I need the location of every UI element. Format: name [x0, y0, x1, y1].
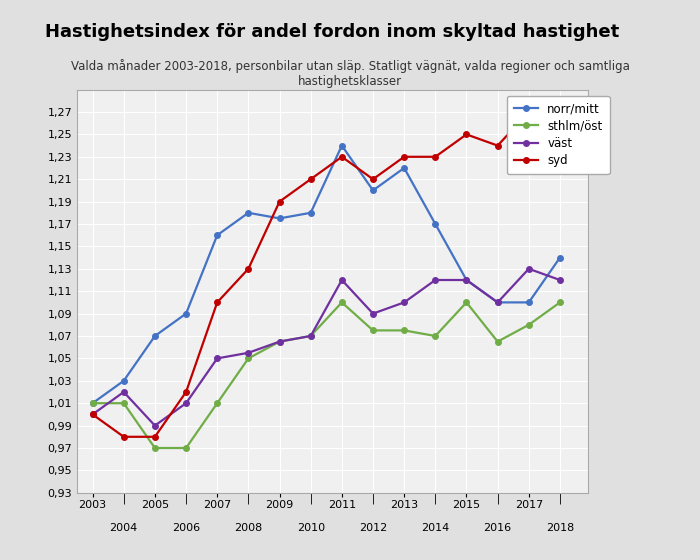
- norr/mitt: [524, 299, 533, 306]
- syd: [182, 389, 190, 395]
- väst: [182, 400, 190, 407]
- sthlm/öst: [462, 299, 470, 306]
- sthlm/öst: [244, 355, 253, 362]
- sthlm/öst: [369, 327, 377, 334]
- norr/mitt: [494, 299, 502, 306]
- syd: [88, 411, 97, 418]
- sthlm/öst: [120, 400, 128, 407]
- syd: [337, 153, 346, 160]
- väst: [88, 411, 97, 418]
- norr/mitt: [120, 377, 128, 384]
- norr/mitt: [337, 142, 346, 149]
- sthlm/öst: [275, 338, 284, 345]
- norr/mitt: [213, 232, 221, 239]
- sthlm/öst: [431, 333, 440, 339]
- väst: [275, 338, 284, 345]
- syd: [275, 198, 284, 205]
- väst: [400, 299, 408, 306]
- väst: [307, 333, 315, 339]
- väst: [213, 355, 221, 362]
- norr/mitt: [556, 254, 564, 261]
- syd: [244, 265, 253, 272]
- norr/mitt: [150, 333, 159, 339]
- väst: [524, 265, 533, 272]
- Title: Hastighetsindex för andel fordon inom skyltad hastighet: Hastighetsindex för andel fordon inom sk…: [46, 23, 620, 41]
- syd: [120, 433, 128, 440]
- sthlm/öst: [150, 445, 159, 451]
- norr/mitt: [275, 215, 284, 222]
- Line: sthlm/öst: sthlm/öst: [90, 300, 563, 451]
- väst: [244, 349, 253, 356]
- sthlm/öst: [400, 327, 408, 334]
- norr/mitt: [462, 277, 470, 283]
- Line: väst: väst: [90, 266, 563, 428]
- sthlm/öst: [337, 299, 346, 306]
- väst: [150, 422, 159, 429]
- sthlm/öst: [556, 299, 564, 306]
- syd: [431, 153, 440, 160]
- sthlm/öst: [307, 333, 315, 339]
- syd: [150, 433, 159, 440]
- sthlm/öst: [213, 400, 221, 407]
- Legend: norr/mitt, sthlm/öst, väst, syd: norr/mitt, sthlm/öst, väst, syd: [507, 96, 610, 174]
- norr/mitt: [307, 209, 315, 216]
- syd: [213, 299, 221, 306]
- Line: syd: syd: [90, 109, 563, 440]
- syd: [524, 109, 533, 115]
- norr/mitt: [431, 221, 440, 227]
- norr/mitt: [369, 187, 377, 194]
- syd: [369, 176, 377, 183]
- Line: norr/mitt: norr/mitt: [90, 143, 563, 406]
- väst: [556, 277, 564, 283]
- norr/mitt: [244, 209, 253, 216]
- väst: [494, 299, 502, 306]
- väst: [337, 277, 346, 283]
- sthlm/öst: [494, 338, 502, 345]
- väst: [431, 277, 440, 283]
- syd: [400, 153, 408, 160]
- syd: [462, 131, 470, 138]
- väst: [120, 389, 128, 395]
- syd: [494, 142, 502, 149]
- väst: [369, 310, 377, 317]
- norr/mitt: [182, 310, 190, 317]
- sthlm/öst: [88, 400, 97, 407]
- sthlm/öst: [524, 321, 533, 328]
- sthlm/öst: [182, 445, 190, 451]
- Text: Valda månader 2003-2018, personbilar utan släp. Statligt vägnät, valda regioner : Valda månader 2003-2018, personbilar uta…: [71, 59, 629, 88]
- norr/mitt: [88, 400, 97, 407]
- väst: [462, 277, 470, 283]
- syd: [307, 176, 315, 183]
- syd: [556, 120, 564, 127]
- norr/mitt: [400, 165, 408, 171]
